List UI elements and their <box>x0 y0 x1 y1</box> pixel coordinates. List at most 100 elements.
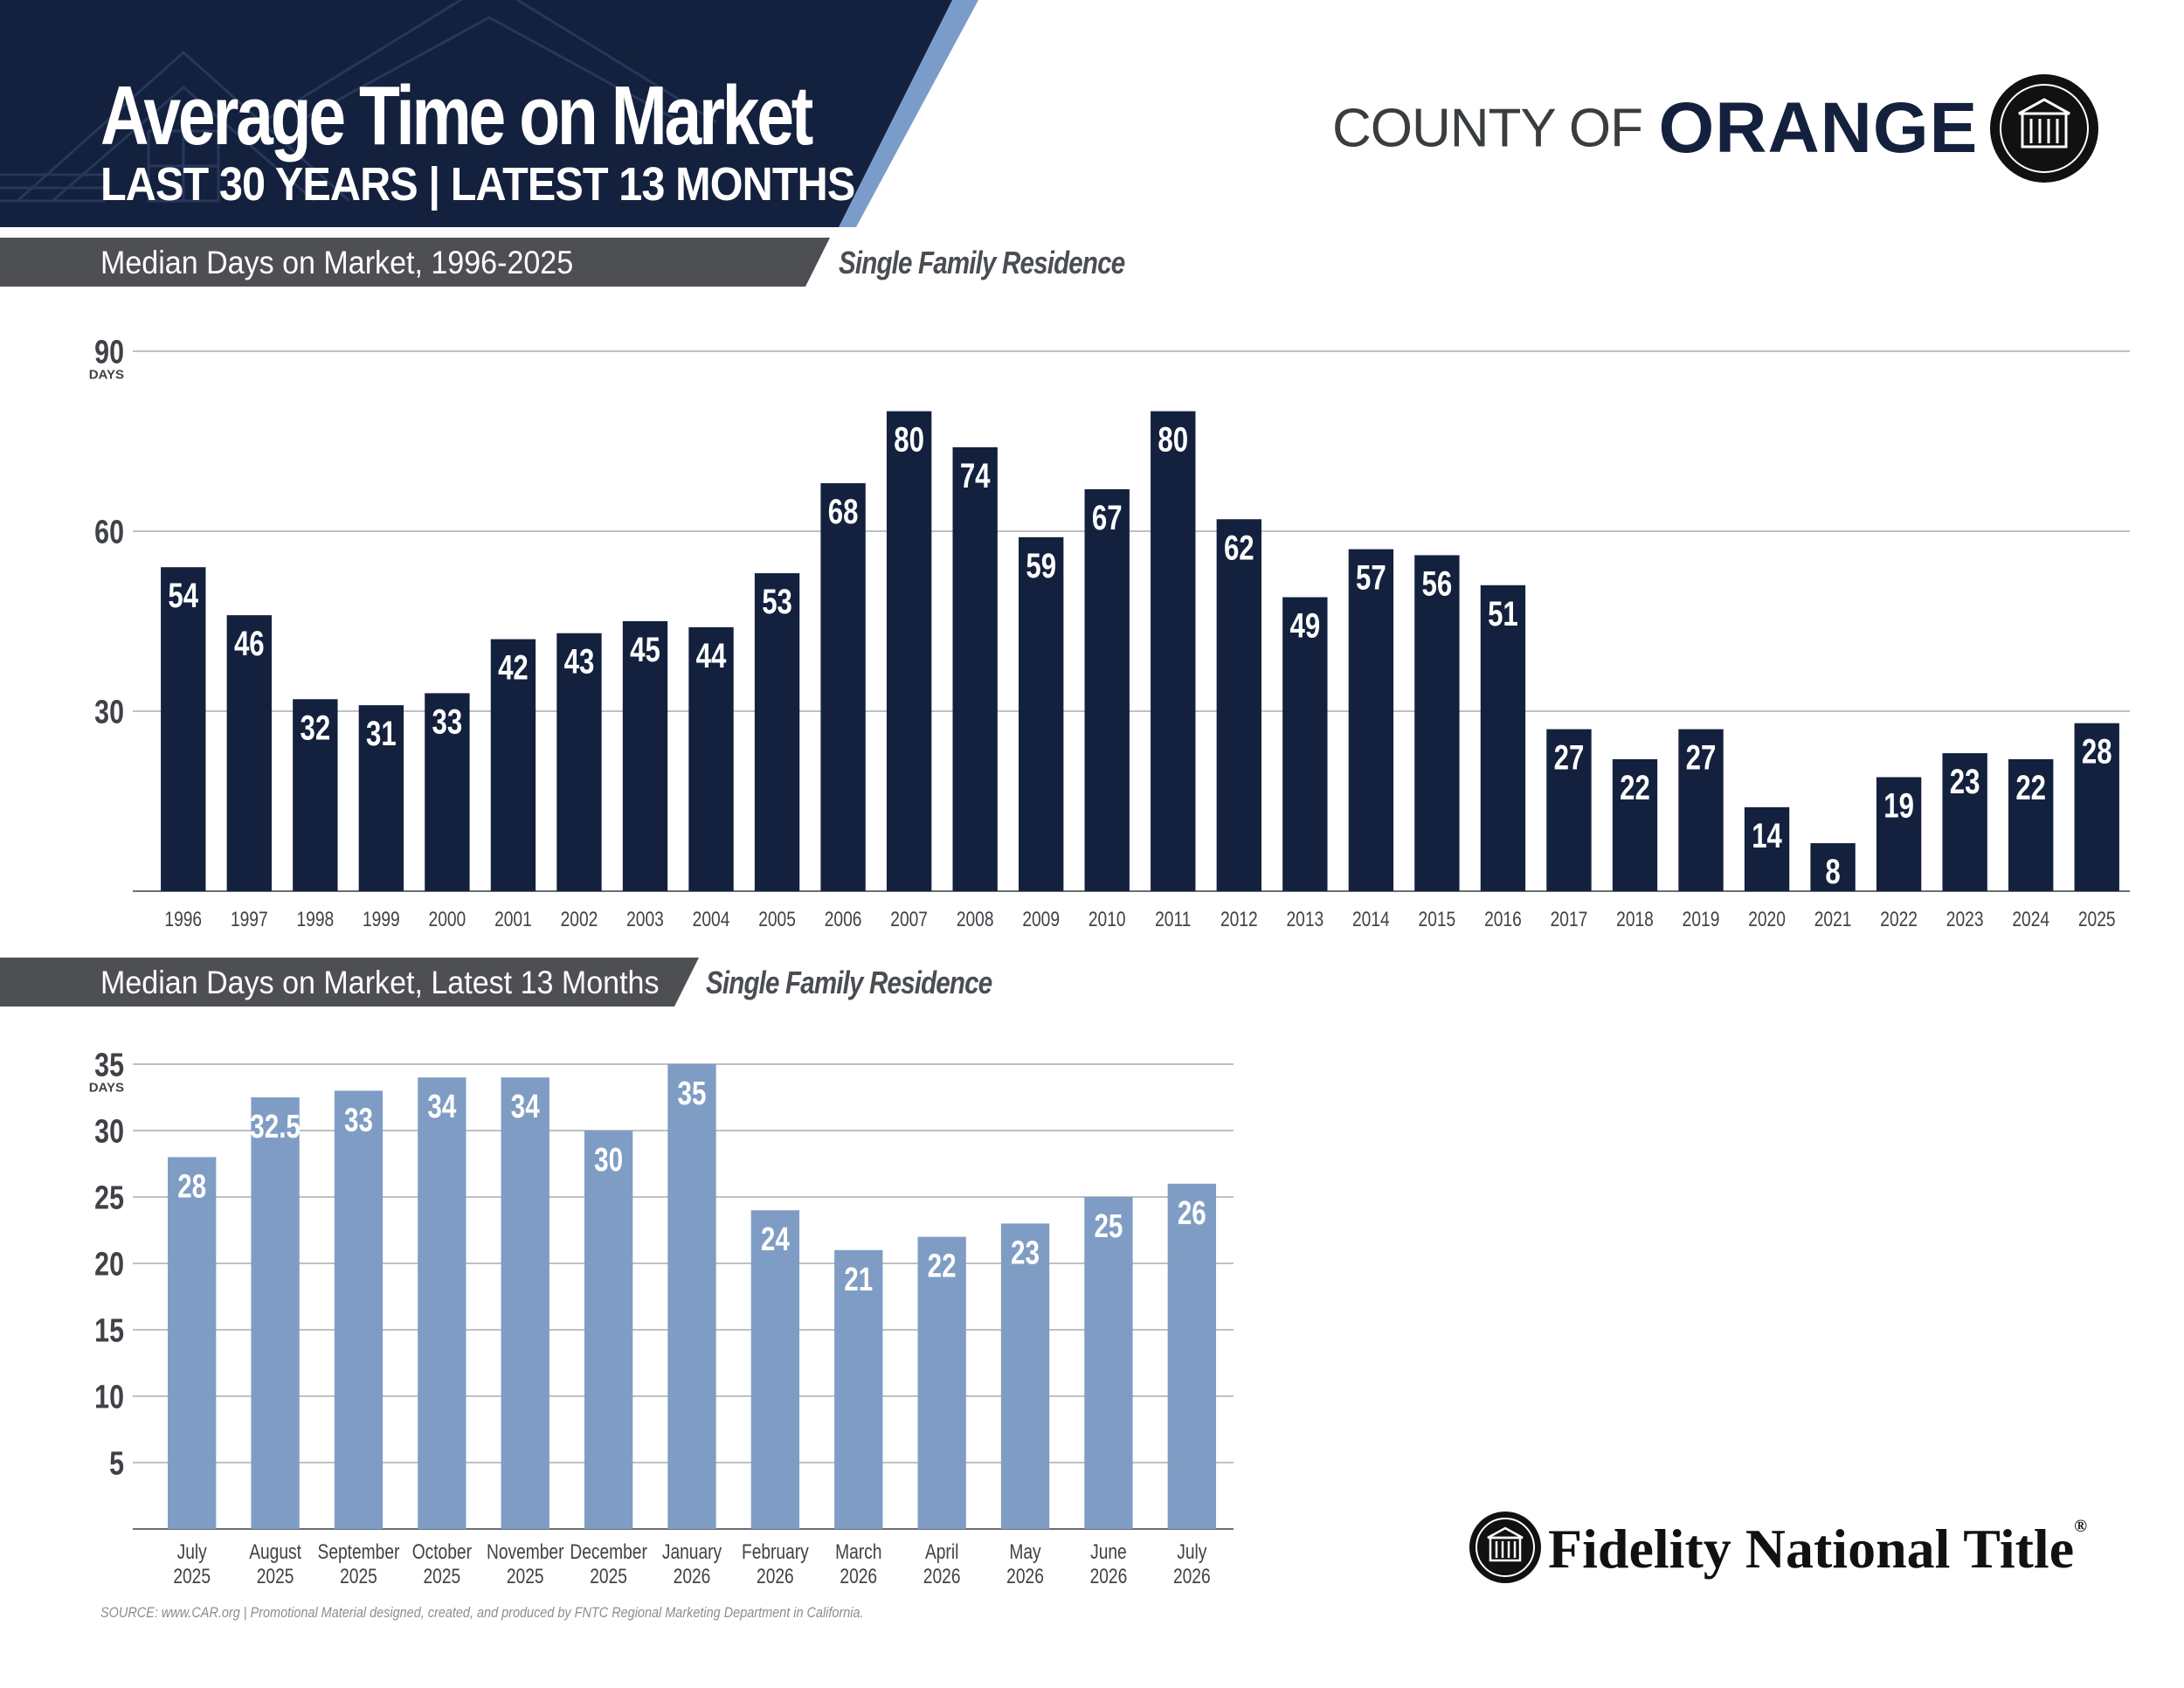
section-bar-background <box>0 238 830 287</box>
monthly-chart-svg: 5101520253035DAYS28July202532.5August202… <box>89 1048 1234 1588</box>
x-tick-label: July <box>1177 1539 1206 1564</box>
bar <box>667 1064 716 1529</box>
bar <box>1480 585 1526 891</box>
building-seal-icon <box>1469 1512 1541 1583</box>
x-tick-label: April <box>925 1539 958 1564</box>
x-tick-label: 2000 <box>429 907 467 931</box>
x-tick-label: February <box>742 1539 809 1564</box>
bar-value-label: 31 <box>366 714 397 753</box>
x-tick-label: 2006 <box>825 907 862 931</box>
bar <box>1084 1197 1133 1529</box>
x-tick-label: 2025 <box>2078 907 2116 931</box>
bar-value-label: 26 <box>1178 1194 1206 1231</box>
bar-value-label: 46 <box>234 624 265 663</box>
bar-value-label: 34 <box>427 1089 456 1125</box>
bar-value-label: 80 <box>894 420 924 460</box>
bar <box>1876 777 1922 891</box>
county-logo-name: ORANGE <box>1658 88 1979 168</box>
bar <box>161 567 206 891</box>
x-tick-label: 2001 <box>494 907 532 931</box>
x-tick-label: 2026 <box>1173 1564 1211 1588</box>
x-tick-label: 2025 <box>340 1564 377 1588</box>
bar-value-label: 59 <box>1026 546 1056 585</box>
x-tick-label: 1997 <box>231 907 268 931</box>
x-tick-label: 2026 <box>674 1564 711 1588</box>
section-title: Median Days on Market, 1996-2025 <box>100 245 574 280</box>
bar-value-label: 14 <box>1752 816 1782 855</box>
bar <box>886 411 932 892</box>
y-tick-label: 90 <box>94 335 124 371</box>
monthly-days-on-market-chart: 5 10 15 20 25 30 35 DAYS 28 July 2025 32.5 August 202… <box>0 1040 1267 1612</box>
y-tick-label: 35 <box>94 1048 124 1084</box>
bar-value-label: 35 <box>678 1076 707 1112</box>
y-tick-label: 5 <box>109 1446 124 1483</box>
x-tick-label: 2026 <box>923 1564 961 1588</box>
bar-value-label: 21 <box>844 1261 873 1297</box>
bar-value-label: 56 <box>1422 564 1453 604</box>
y-tick-label: 10 <box>94 1380 124 1416</box>
x-tick-label: 2011 <box>1155 907 1191 931</box>
bar <box>1019 536 1064 891</box>
bar-value-label: 23 <box>1011 1235 1040 1271</box>
bar <box>1216 519 1261 891</box>
bar <box>2008 758 2054 891</box>
bar <box>1678 729 1724 891</box>
bar-value-label: 32 <box>300 709 330 748</box>
county-logo: COUNTY OF ORANGE <box>1332 87 1979 168</box>
x-tick-label: May <box>1009 1539 1040 1564</box>
bar-value-label: 22 <box>1620 768 1650 807</box>
bar <box>1000 1223 1050 1529</box>
y-tick-label: 15 <box>94 1313 124 1350</box>
building-seal-icon <box>1990 74 2098 183</box>
bar <box>1546 729 1592 891</box>
county-logo-prefix: COUNTY OF <box>1332 98 1643 159</box>
x-tick-label: 2018 <box>1616 907 1654 931</box>
bar-value-label: 74 <box>960 456 991 495</box>
bar <box>688 626 734 891</box>
bar-value-label: 22 <box>2015 768 2046 807</box>
bar-value-label: 54 <box>168 577 198 616</box>
x-tick-label: August <box>249 1539 301 1564</box>
fidelity-logo-name: Fidelity National Title® <box>1548 1517 2087 1581</box>
y-axis-label: DAYS <box>89 368 124 383</box>
bar-value-label: 80 <box>1158 420 1188 460</box>
x-tick-label: 2025 <box>507 1564 544 1588</box>
x-tick-label: 2004 <box>693 907 730 931</box>
x-tick-label: July <box>177 1539 207 1564</box>
x-tick-label: 2002 <box>561 907 598 931</box>
bar <box>226 615 272 891</box>
bar-value-label: 33 <box>432 702 463 742</box>
annual-days-on-market-chart: 30 60 90 DAYS 54 1996 46 1997 32 1998 31 1999 33 2000… <box>0 323 2184 939</box>
bar-value-label: 53 <box>762 582 792 621</box>
section-bar-background <box>0 958 699 1007</box>
header-background <box>0 0 978 227</box>
bar-value-label: 28 <box>2082 732 2112 771</box>
bar <box>2074 723 2119 891</box>
bar-value-label: 23 <box>1950 762 1980 801</box>
registered-mark: ® <box>2074 1517 2088 1536</box>
bar <box>1612 758 1658 891</box>
bar-value-label: 27 <box>1554 738 1585 778</box>
bar-value-label: 8 <box>1825 852 1840 891</box>
bar <box>584 1131 633 1529</box>
bar <box>1942 753 1987 891</box>
bar-value-label: 67 <box>1092 498 1123 537</box>
bar <box>168 1157 217 1529</box>
bar-value-label: 34 <box>511 1089 540 1125</box>
y-axis-label: DAYS <box>89 1081 124 1096</box>
x-tick-label: 2021 <box>1814 907 1852 931</box>
x-tick-label: 2016 <box>1484 907 1522 931</box>
x-tick-label: 2012 <box>1220 907 1258 931</box>
fidelity-logo: Fidelity National Title® <box>1468 1510 2114 1597</box>
page-subtitle: LAST 30 YEARS | LATEST 13 MONTHS <box>100 158 855 211</box>
y-tick-label: 30 <box>94 695 124 731</box>
x-tick-label: June <box>1090 1539 1127 1564</box>
x-tick-label: 2008 <box>957 907 994 931</box>
bar-value-label: 32.5 <box>250 1109 301 1145</box>
bar <box>251 1097 300 1529</box>
bar <box>754 573 800 891</box>
x-tick-label: 2025 <box>257 1564 294 1588</box>
x-tick-label: 2026 <box>757 1564 794 1588</box>
x-tick-label: 2020 <box>1748 907 1786 931</box>
